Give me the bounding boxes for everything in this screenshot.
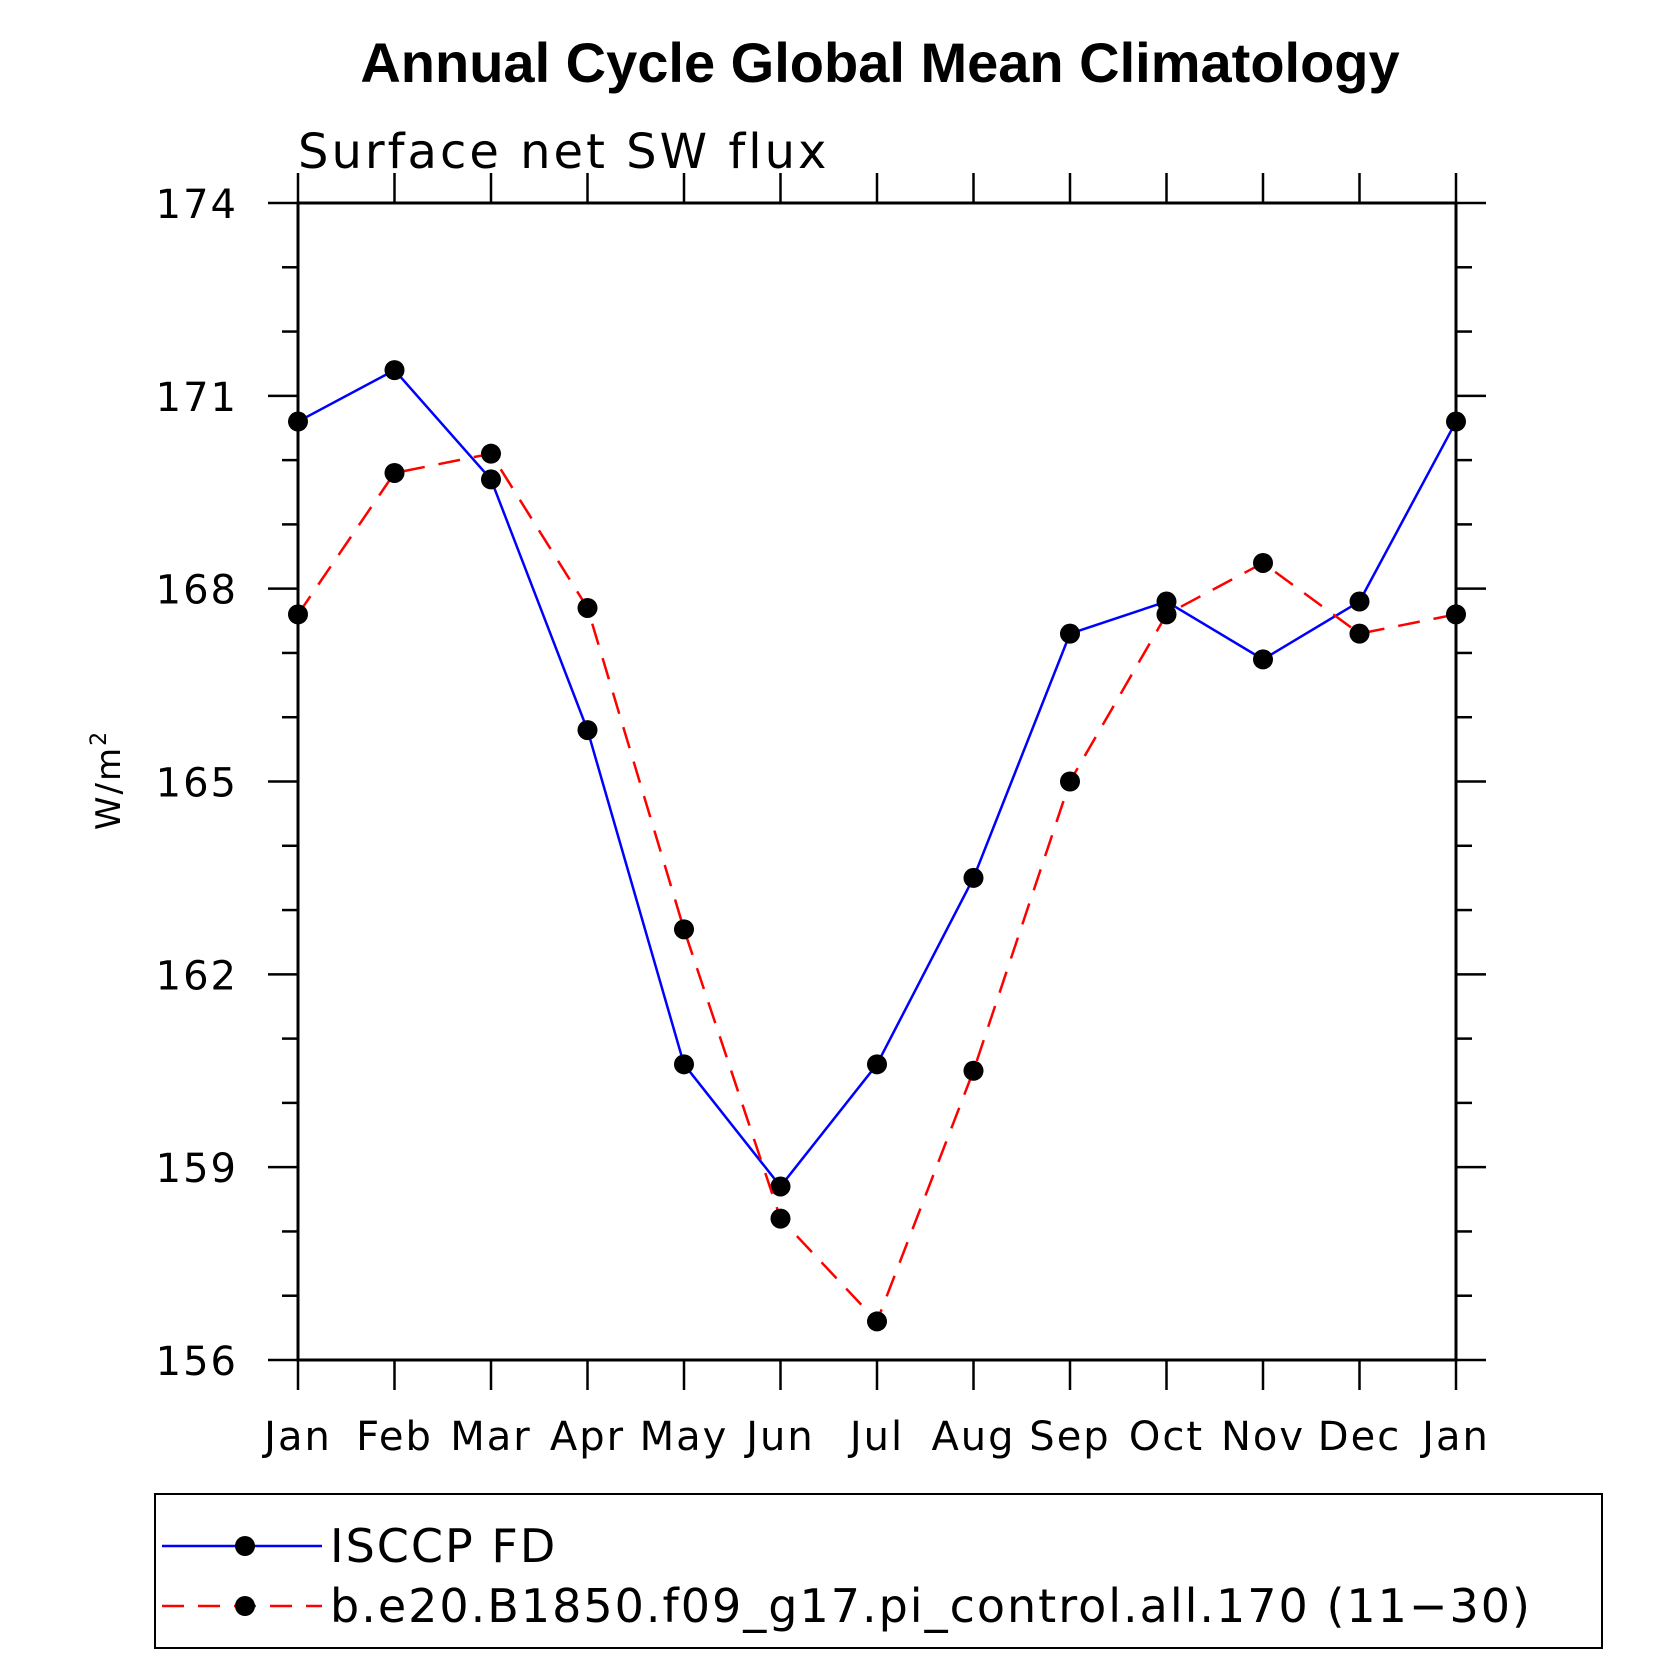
x-tick-label: Jan (261, 1414, 332, 1460)
data-point (384, 462, 405, 483)
data-point (1253, 552, 1273, 573)
x-tick-label: Jan (1419, 1414, 1490, 1460)
data-point (963, 1060, 984, 1081)
data-point (288, 604, 308, 625)
x-tick-label: Oct (1129, 1414, 1204, 1460)
data-point (1156, 604, 1177, 625)
data-point (288, 411, 308, 432)
x-axis-tick-labels: Jan Feb Mar Apr May Jun Jul Aug Sep Oct Nov Dec Jan (261, 1414, 1490, 1460)
x-tick-label: Feb (356, 1414, 433, 1460)
legend-item-2: b.e20.B1850.f09_g17.pi_control.all.170 (… (162, 1579, 1532, 1633)
y-axis-label-text: W/m (89, 746, 129, 830)
data-point (770, 1208, 791, 1229)
data-point (1253, 649, 1273, 670)
series-layer (288, 360, 1466, 1332)
data-point (1446, 604, 1466, 625)
series-line (296, 452, 1457, 1323)
plot-frame (296, 201, 1458, 1362)
x-tick-label: Sep (1029, 1414, 1110, 1460)
legend-label: b.e20.B1850.f09_g17.pi_control.all.170 (… (330, 1579, 1532, 1633)
x-tick-label: May (640, 1414, 729, 1460)
data-point (867, 1054, 887, 1075)
y-tick-label: 168 (156, 568, 238, 614)
y-tick-label: 171 (156, 375, 238, 421)
y-axis-tick-labels: 156 159 162 165 168 171 174 (156, 182, 238, 1385)
x-tick-label: Apr (550, 1414, 625, 1460)
series-1 (288, 360, 1466, 1197)
data-point (674, 919, 694, 940)
data-point (1060, 771, 1080, 792)
x-tick-label: Nov (1221, 1414, 1305, 1460)
x-tick-label: Jun (743, 1414, 815, 1460)
legend-marker (235, 1596, 255, 1616)
data-point (1446, 411, 1466, 432)
data-point (384, 360, 405, 381)
data-point (963, 867, 984, 888)
series-2 (288, 443, 1466, 1332)
x-tick-label: Mar (450, 1414, 531, 1460)
y-tick-label: 165 (156, 761, 238, 807)
data-point (1349, 591, 1370, 612)
data-point (481, 443, 501, 464)
data-point (770, 1176, 791, 1197)
data-point (1349, 623, 1370, 644)
x-tick-label: Aug (931, 1414, 1015, 1460)
chart-subtitle: Surface net SW flux (298, 124, 829, 180)
y-tick-label: 156 (156, 1339, 238, 1385)
data-point (577, 720, 598, 741)
legend-label: ISCCP FD (330, 1519, 557, 1573)
y-axis-label: W/m2 (87, 730, 129, 830)
x-tick-label: Dec (1318, 1414, 1401, 1460)
legend-marker (235, 1536, 255, 1556)
data-point (481, 469, 501, 490)
y-tick-label: 162 (156, 953, 238, 999)
y-tick-label: 174 (156, 182, 238, 228)
legend: ISCCP FD b.e20.B1850.f09_g17.pi_control.a… (162, 1519, 1532, 1633)
data-point (1060, 623, 1080, 644)
data-point (577, 597, 598, 618)
chart-title: Annual Cycle Global Mean Climatology (360, 31, 1399, 94)
data-point (674, 1054, 694, 1075)
x-tick-label: Jul (847, 1414, 904, 1460)
y-tick-label: 159 (156, 1146, 238, 1192)
y-axis-label-superscript: 2 (87, 730, 112, 746)
legend-item-1: ISCCP FD (162, 1519, 557, 1573)
y-axis-ticks (268, 201, 1486, 1362)
legend-box (154, 1493, 1603, 1649)
data-point (867, 1311, 887, 1332)
x-axis-ticks (296, 173, 1458, 1390)
